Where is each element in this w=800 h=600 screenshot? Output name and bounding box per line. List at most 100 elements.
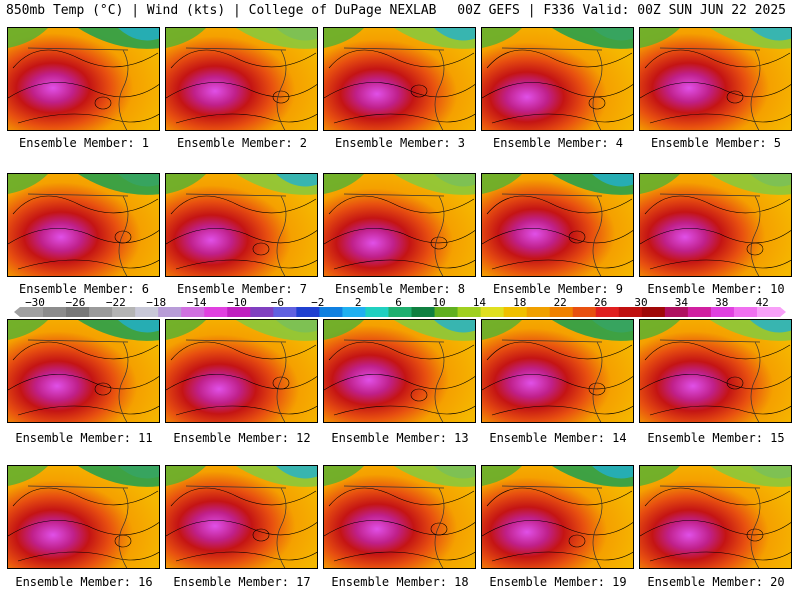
temperature-map [324,320,475,422]
ensemble-member-map-2 [165,27,318,131]
colorbar-segment [457,307,482,317]
ensemble-member-map-20 [639,465,792,569]
ensemble-member-map-13 [323,319,476,423]
temperature-map [640,320,791,422]
colorbar-segment [710,307,735,317]
ensemble-member-map-16 [7,465,160,569]
colorbar-tick-label: 38 [715,296,729,309]
colorbar-segment [595,307,620,317]
ensemble-member-map-14 [481,319,634,423]
ensemble-member-caption: Ensemble Member: 3 [334,136,466,150]
colorbar-segment [319,307,343,317]
ensemble-member-map-7 [165,173,318,277]
colorbar-segment [342,307,366,317]
colorbar-segment [204,307,228,317]
colorbar-segment [181,307,205,317]
colorbar-tick-label: 10 [432,296,446,309]
header-title-left: 850mb Temp (°C) | Wind (kts) | College o… [6,3,437,18]
ensemble-member-map-1 [7,27,160,131]
colorbar-segment [20,307,44,317]
ensemble-member-map-19 [481,465,634,569]
temperature-map [324,466,475,568]
colorbar-tick-label: 2 [354,296,362,309]
ensemble-member-map-9 [481,173,634,277]
ensemble-member-caption: Ensemble Member: 18 [331,575,469,589]
colorbar-tick-label: −22 [105,296,126,309]
ensemble-member-map-10 [639,173,792,277]
colorbar-tick-label: −30 [25,296,45,309]
colorbar-segment [227,307,251,317]
colorbar-tick-label: 22 [553,296,567,309]
temperature-map [166,28,317,130]
colorbar-tick-label: −18 [146,296,167,309]
temperature-map [482,466,633,568]
temperature-map [8,466,159,568]
colorbar-tick-label: 42 [755,296,769,309]
colorbar-segment [66,307,90,317]
colorbar-segment [664,307,689,317]
temperature-map [324,174,475,276]
ensemble-member-map-11 [7,319,160,423]
colorbar-tick-label: 34 [674,296,689,309]
colorbar-segment [112,307,136,317]
ensemble-member-map-6 [7,173,160,277]
ensemble-member-map-8 [323,173,476,277]
ensemble-member-caption: Ensemble Member: 15 [647,431,785,445]
colorbar-tick-label: −6 [270,296,285,309]
temperature-map [8,174,159,276]
colorbar-tick-label: 26 [593,296,608,309]
colorbar-segment [618,307,643,317]
ensemble-member-caption: Ensemble Member: 5 [650,136,782,150]
temperature-map [640,174,791,276]
ensemble-member-map-15 [639,319,792,423]
temperature-map [640,466,791,568]
ensemble-member-caption: Ensemble Member: 16 [15,575,153,589]
ensemble-member-caption: Ensemble Member: 17 [173,575,311,589]
colorbar-segment [43,307,67,317]
temperature-map [8,320,159,422]
colorbar-segment [526,307,551,317]
colorbar-tick-label: 6 [395,296,402,309]
colorbar-tick-label: −26 [65,296,86,309]
ensemble-member-map-5 [639,27,792,131]
colorbar-tick-label: 18 [513,296,527,309]
colorbar-segment [756,307,781,317]
temperature-map [324,28,475,130]
colorbar-segment [365,307,389,317]
colorbar-tick-labels: −30 −26 −22 −18 −14 −10 −6 −2 2 6 10 14 18 22 26 30 34 38… [0,296,800,309]
ensemble-member-map-18 [323,465,476,569]
colorbar-segment [250,307,274,317]
ensemble-member-caption: Ensemble Member: 12 [173,431,311,445]
colorbar-tick-label: −10 [227,296,247,309]
colorbar-segment [273,307,297,317]
ensemble-member-map-3 [323,27,476,131]
ensemble-member-caption: Ensemble Member: 7 [176,282,308,296]
colorbar-tick-label: 14 [472,296,487,309]
colorbar-segment [549,307,574,317]
temperature-map [482,174,633,276]
ensemble-member-caption: Ensemble Member: 10 [647,282,785,296]
ensemble-member-caption: Ensemble Member: 4 [492,136,624,150]
header-title-right: 00Z GEFS | F336 Valid: 00Z SUN JUN 22 20… [457,3,786,18]
ensemble-member-caption: Ensemble Member: 8 [334,282,466,296]
colorbar-segment [733,307,758,317]
ensemble-member-caption: Ensemble Member: 14 [489,431,627,445]
colorbar-segment [411,307,436,317]
ensemble-member-map-4 [481,27,634,131]
ensemble-member-caption: Ensemble Member: 11 [15,431,153,445]
ensemble-member-caption: Ensemble Member: 13 [331,431,469,445]
colorbar-segment [158,307,182,317]
colorbar-right-arrow [780,307,786,317]
temperature-map [166,320,317,422]
temperature-map [8,28,159,130]
ensemble-member-map-12 [165,319,318,423]
colorbar-segment [434,307,459,317]
temperature-map [166,174,317,276]
ensemble-member-caption: Ensemble Member: 20 [647,575,785,589]
colorbar-tick-label: 30 [634,296,648,309]
colorbar-tick-label: −2 [311,296,325,309]
ensemble-member-map-17 [165,465,318,569]
ensemble-member-caption: Ensemble Member: 9 [492,282,624,296]
ensemble-member-caption: Ensemble Member: 19 [489,575,627,589]
ensemble-member-caption: Ensemble Member: 2 [176,136,308,150]
